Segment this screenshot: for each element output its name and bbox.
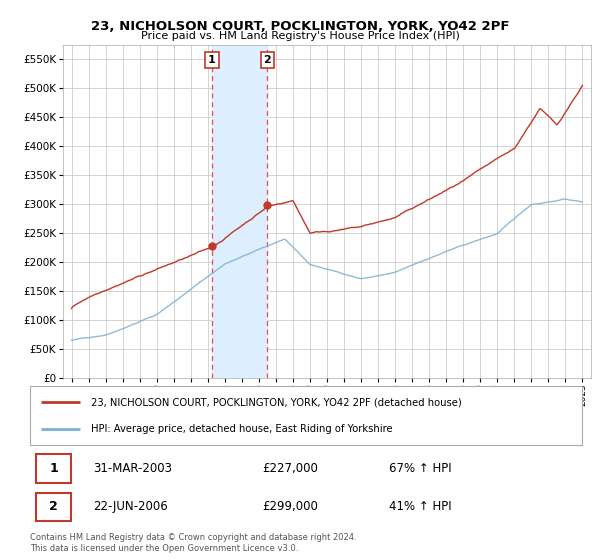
Text: 23, NICHOLSON COURT, POCKLINGTON, YORK, YO42 2PF (detached house): 23, NICHOLSON COURT, POCKLINGTON, YORK, … (91, 397, 461, 407)
Text: 31-MAR-2003: 31-MAR-2003 (94, 462, 172, 475)
Text: Contains HM Land Registry data © Crown copyright and database right 2024.
This d: Contains HM Land Registry data © Crown c… (30, 533, 356, 553)
Text: 23, NICHOLSON COURT, POCKLINGTON, YORK, YO42 2PF: 23, NICHOLSON COURT, POCKLINGTON, YORK, … (91, 20, 509, 32)
Text: £299,000: £299,000 (262, 501, 318, 514)
Text: 41% ↑ HPI: 41% ↑ HPI (389, 501, 451, 514)
FancyBboxPatch shape (35, 455, 71, 483)
Bar (212, 45, 268, 378)
FancyBboxPatch shape (35, 493, 71, 521)
Text: HPI: Average price, detached house, East Riding of Yorkshire: HPI: Average price, detached house, East… (91, 424, 392, 435)
Text: 1: 1 (49, 462, 58, 475)
Text: 22-JUN-2006: 22-JUN-2006 (94, 501, 168, 514)
Text: £227,000: £227,000 (262, 462, 318, 475)
Text: 1: 1 (208, 55, 216, 65)
Text: 67% ↑ HPI: 67% ↑ HPI (389, 462, 451, 475)
Text: Price paid vs. HM Land Registry's House Price Index (HPI): Price paid vs. HM Land Registry's House … (140, 31, 460, 41)
Text: 2: 2 (263, 55, 271, 65)
Text: 2: 2 (49, 501, 58, 514)
